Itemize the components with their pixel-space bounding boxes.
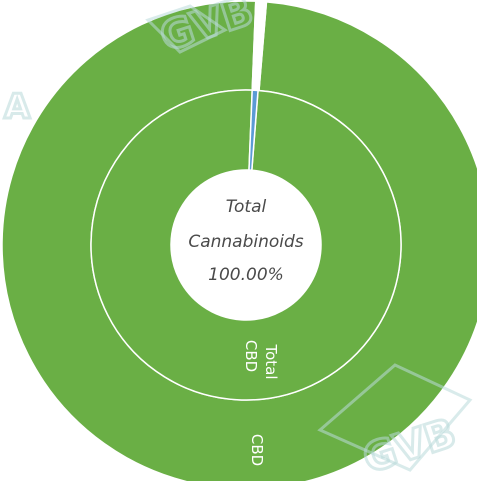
outer-segment-label-cbd: CBD <box>248 434 266 466</box>
svg-text:A: A <box>4 87 31 127</box>
inner-label-word-1: Total <box>262 343 280 379</box>
watermark-left-fragment: A <box>3 86 33 129</box>
center-label: Total Cannabinoids 100.00% <box>188 197 303 285</box>
inner-label-word-2: CBD <box>242 340 260 372</box>
inner-ring-slice-1 <box>248 89 259 172</box>
inner-ring-slice-0 <box>90 89 402 401</box>
center-label-line-2: Cannabinoids <box>188 232 303 252</box>
center-label-line-3: 100.00% <box>208 265 284 285</box>
center-label-line-1: Total <box>226 197 267 217</box>
inner-segment-label-total-cbd: Total CBD <box>242 340 280 380</box>
